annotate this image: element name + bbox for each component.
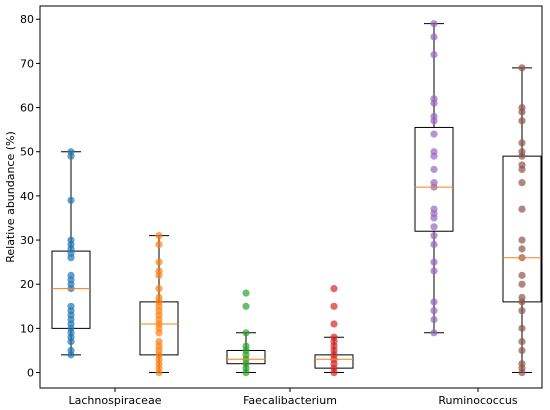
data-point xyxy=(430,50,438,59)
box xyxy=(51,148,91,359)
box-group-ruminococcus xyxy=(414,20,542,377)
data-point xyxy=(330,320,338,328)
data-point xyxy=(430,130,438,138)
data-point xyxy=(67,236,75,244)
data-point xyxy=(518,293,526,302)
data-point xyxy=(430,112,438,121)
data-point xyxy=(330,302,338,310)
box xyxy=(314,285,354,377)
data-point xyxy=(430,33,438,41)
data-point xyxy=(518,245,526,253)
data-point xyxy=(518,64,526,72)
data-point xyxy=(430,223,438,231)
y-axis-label: Relative abundance (%) xyxy=(4,131,17,263)
data-point xyxy=(430,329,438,337)
data-point xyxy=(242,289,250,297)
data-point xyxy=(430,240,438,249)
x-tick-label: Lachnospiraceae xyxy=(69,394,162,407)
data-point xyxy=(518,324,526,332)
y-tick-label: 40 xyxy=(20,190,34,203)
data-point xyxy=(155,232,163,240)
y-tick-label: 70 xyxy=(20,57,34,70)
data-point xyxy=(430,307,438,315)
data-point xyxy=(155,258,163,266)
data-point xyxy=(430,298,438,306)
data-point xyxy=(155,338,163,346)
data-point xyxy=(518,346,526,355)
data-point xyxy=(518,360,526,368)
data-point xyxy=(518,236,526,244)
y-tick-label: 30 xyxy=(20,234,34,247)
data-point xyxy=(518,117,526,125)
data-point xyxy=(518,148,526,156)
plot-area xyxy=(51,20,542,377)
data-point xyxy=(242,342,250,350)
y-tick-label: 50 xyxy=(20,146,34,159)
data-point xyxy=(430,267,438,275)
box-group-lachnospiraceae xyxy=(51,148,179,377)
data-point xyxy=(518,280,526,288)
data-point xyxy=(242,302,250,310)
box xyxy=(226,289,266,377)
box-group-faecalibacterium xyxy=(226,285,354,377)
data-point xyxy=(67,346,75,355)
data-point xyxy=(430,20,438,28)
data-point xyxy=(518,161,526,169)
data-point xyxy=(518,307,526,315)
data-point xyxy=(430,95,438,103)
y-axis: 0 10 20 30 40 50 60 70 80 xyxy=(20,13,40,380)
data-point xyxy=(518,338,526,346)
data-point xyxy=(518,205,526,213)
data-point xyxy=(155,293,163,302)
data-point xyxy=(518,103,526,112)
axes-frame xyxy=(39,5,543,389)
data-point xyxy=(242,329,250,337)
data-point xyxy=(330,285,338,293)
data-point xyxy=(430,179,438,187)
data-point xyxy=(430,232,438,240)
data-point xyxy=(430,148,438,156)
y-tick-label: 10 xyxy=(20,322,34,335)
box xyxy=(414,20,454,337)
data-point xyxy=(430,205,438,213)
y-tick-label: 80 xyxy=(20,13,34,26)
data-point xyxy=(155,240,163,249)
x-tick-label: Ruminococcus xyxy=(438,394,517,407)
box-iqr xyxy=(414,126,454,232)
data-point xyxy=(67,271,75,279)
box xyxy=(502,64,542,377)
data-point xyxy=(430,258,438,266)
x-tick-label: Faecalibacterium xyxy=(243,394,337,407)
data-point xyxy=(518,179,526,187)
y-tick-label: 20 xyxy=(20,278,34,291)
data-point xyxy=(67,196,75,204)
box-iqr xyxy=(502,155,542,303)
y-tick-label: 60 xyxy=(20,102,34,115)
y-tick-label: 0 xyxy=(27,367,34,380)
data-point xyxy=(330,333,338,341)
data-point xyxy=(518,139,526,147)
data-point xyxy=(430,315,438,324)
data-point xyxy=(155,285,163,293)
x-axis: Lachnospiraceae Faecalibacterium Ruminococ… xyxy=(69,388,518,407)
data-point xyxy=(518,271,526,279)
data-point xyxy=(67,302,75,310)
box xyxy=(139,232,179,377)
data-point xyxy=(67,148,75,156)
data-point xyxy=(155,267,163,275)
data-point xyxy=(430,165,438,173)
